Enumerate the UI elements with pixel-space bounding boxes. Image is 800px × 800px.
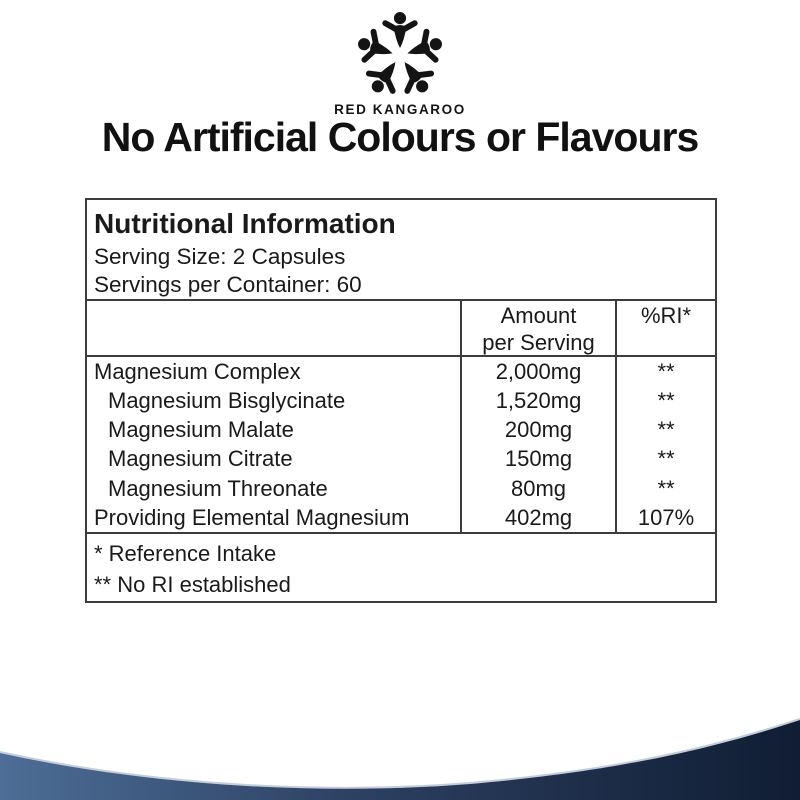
nutrient-name: Magnesium Threonate — [108, 475, 328, 501]
column-header-row: Amount per Serving %RI* — [87, 299, 715, 357]
nutrient-ri: ** — [615, 444, 715, 474]
nutrient-amount: 1,520mg — [460, 386, 615, 416]
nutrition-table-header: Nutritional Information Serving Size: 2 … — [87, 200, 715, 299]
table-row: Magnesium Complex 2,000mg ** — [87, 357, 715, 387]
nutrient-amount: 2,000mg — [460, 357, 615, 387]
column-header-blank — [87, 301, 460, 356]
brand-name: RED KANGAROO — [334, 102, 466, 117]
headline: No Artificial Colours or Flavours — [101, 114, 700, 160]
serving-size: Serving Size: 2 Capsules — [94, 244, 346, 269]
brand-header: RED KANGAROO — [0, 8, 800, 117]
footnote-reference-intake: * Reference Intake — [94, 541, 277, 566]
footnotes: * Reference Intake ** No RI established — [87, 532, 715, 601]
nutrient-ri: ** — [615, 386, 715, 416]
nutrient-name: Magnesium Malate — [108, 417, 294, 443]
nutrient-name: Providing Elemental Magnesium — [94, 504, 410, 530]
nutrient-name: Magnesium Citrate — [108, 446, 293, 472]
nutrient-ri: ** — [615, 415, 715, 445]
bottom-wave-decoration — [0, 718, 800, 800]
red-kangaroo-logo-icon — [352, 12, 448, 100]
table-row: Providing Elemental Magnesium 402mg 107% — [87, 502, 715, 532]
nutrient-ri: 107% — [615, 502, 715, 532]
nutrient-amount: 80mg — [460, 473, 615, 503]
nutrient-ri: ** — [615, 473, 715, 503]
nutrient-rows: Magnesium Complex 2,000mg ** Magnesium B… — [87, 357, 715, 532]
nutrient-amount: 200mg — [460, 415, 615, 445]
table-row: Magnesium Bisglycinate 1,520mg ** — [87, 386, 715, 416]
footnote-no-ri: ** No RI established — [94, 572, 291, 597]
column-header-amount-line2: per Serving — [482, 330, 595, 355]
nutrient-name: Magnesium Bisglycinate — [108, 388, 346, 414]
column-header-ri: %RI* — [615, 301, 715, 356]
nutrition-title: Nutritional Information — [94, 208, 396, 239]
nutrient-amount: 402mg — [460, 502, 615, 532]
table-row: Magnesium Citrate 150mg ** — [87, 444, 715, 474]
nutrition-table: Nutritional Information Serving Size: 2 … — [85, 198, 717, 603]
table-row: Magnesium Threonate 80mg ** — [87, 473, 715, 503]
table-row: Magnesium Malate 200mg ** — [87, 415, 715, 445]
column-header-amount: Amount per Serving — [460, 301, 615, 356]
nutrient-ri: ** — [615, 357, 715, 387]
column-header-amount-line1: Amount — [500, 303, 577, 328]
servings-per-container: Servings per Container: 60 — [94, 272, 362, 297]
nutrient-name: Magnesium Complex — [94, 359, 301, 384]
nutrient-amount: 150mg — [460, 444, 615, 474]
